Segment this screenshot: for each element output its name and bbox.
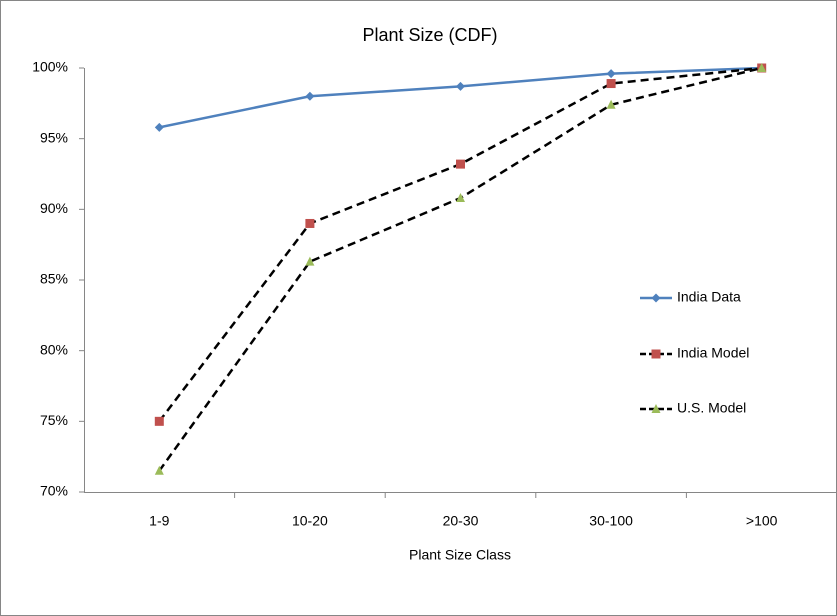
- marker: [606, 79, 616, 89]
- marker: [305, 218, 315, 228]
- x-axis-label: Plant Size Class: [409, 547, 511, 563]
- legend-label: U.S. Model: [677, 400, 746, 416]
- x-tick-label: >100: [746, 513, 778, 529]
- marker: [606, 69, 616, 79]
- marker: [456, 81, 465, 91]
- y-tick-label: 80%: [40, 341, 68, 357]
- marker: [154, 465, 164, 475]
- legend-marker: [651, 293, 661, 303]
- x-tick-label: 30-100: [589, 513, 633, 529]
- marker: [606, 99, 616, 109]
- chart-title: Plant Size (CDF): [362, 25, 497, 45]
- marker: [154, 416, 164, 426]
- marker: [456, 159, 465, 169]
- marker: [305, 256, 315, 266]
- y-tick-label: 100%: [32, 59, 68, 75]
- x-tick-label: 1-9: [149, 513, 169, 529]
- y-tick-label: 75%: [40, 412, 68, 428]
- legend-marker: [651, 404, 661, 413]
- legend-label: India Data: [677, 289, 741, 305]
- x-tick-label: 10-20: [292, 513, 328, 529]
- y-tick-label: 70%: [40, 483, 68, 499]
- marker: [456, 193, 465, 203]
- y-tick-label: 95%: [40, 129, 68, 145]
- x-tick-label: 20-30: [443, 513, 479, 529]
- y-tick-label: 85%: [40, 271, 68, 287]
- y-tick-label: 90%: [40, 200, 68, 216]
- marker: [154, 122, 164, 132]
- marker: [305, 91, 315, 101]
- legend-marker: [651, 349, 661, 359]
- legend-label: India Model: [677, 345, 749, 361]
- marker: [757, 63, 767, 72]
